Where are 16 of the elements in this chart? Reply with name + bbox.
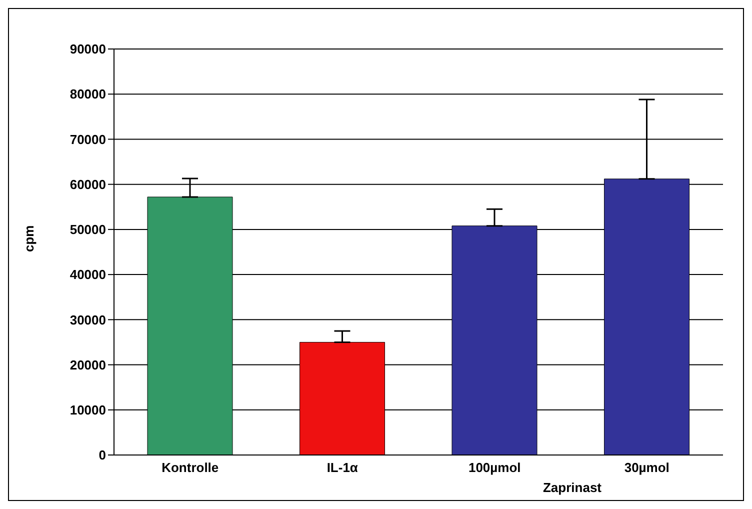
- x-tick-label: 30µmol: [624, 460, 670, 476]
- y-tick-label: 80000: [70, 86, 106, 102]
- y-tick-label: 0: [98, 448, 106, 463]
- y-tick-label: 60000: [70, 176, 106, 192]
- y-tick-label: 10000: [70, 402, 106, 418]
- y-tick-label: 20000: [70, 357, 106, 372]
- text: Zaprinast: [542, 480, 602, 495]
- y-tick-label: 30000: [70, 312, 106, 328]
- y-tick-label: 90000: [70, 42, 106, 57]
- y-tick-label: 70000: [70, 132, 106, 147]
- x-tick-label: Kontrolle: [162, 460, 219, 476]
- y-tick-label: 40000: [70, 267, 106, 282]
- y-tick-label: 50000: [70, 222, 106, 238]
- x-tick-label: 100µmol: [468, 460, 521, 476]
- x-tick-label: IL-1α: [326, 460, 358, 476]
- y-axis-title: cpm: [22, 225, 37, 252]
